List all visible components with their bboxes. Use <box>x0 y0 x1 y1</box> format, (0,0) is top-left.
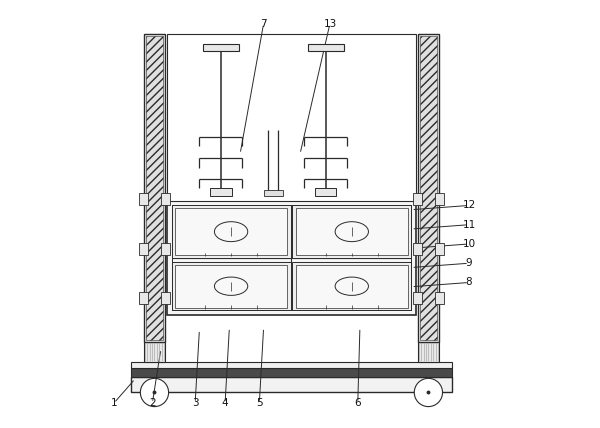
Bar <box>175 208 287 255</box>
Bar <box>315 188 337 196</box>
Bar <box>308 44 344 51</box>
Bar <box>139 292 148 304</box>
Text: 11: 11 <box>463 220 476 230</box>
Bar <box>292 262 411 310</box>
Bar <box>131 377 452 392</box>
Bar <box>139 243 148 255</box>
Bar <box>146 36 163 340</box>
Bar <box>210 188 232 196</box>
Bar <box>418 34 439 342</box>
Bar <box>413 292 422 304</box>
Bar <box>435 292 444 304</box>
Bar <box>131 368 452 377</box>
Circle shape <box>140 378 169 407</box>
Bar <box>144 342 165 362</box>
Bar <box>435 193 444 205</box>
Bar <box>203 44 239 51</box>
Bar <box>172 205 411 310</box>
Bar <box>420 36 437 340</box>
Bar <box>418 342 439 362</box>
Bar <box>413 193 422 205</box>
Circle shape <box>414 378 443 407</box>
Text: 9: 9 <box>466 258 472 268</box>
Bar <box>264 190 283 196</box>
Text: 5: 5 <box>256 398 263 408</box>
Bar <box>292 205 411 258</box>
Bar <box>296 208 408 255</box>
Text: 8: 8 <box>466 277 472 288</box>
Text: 10: 10 <box>463 239 476 249</box>
Text: 2: 2 <box>149 398 155 408</box>
Bar <box>144 34 165 342</box>
Bar <box>413 243 422 255</box>
Bar <box>167 34 416 201</box>
Text: 12: 12 <box>463 200 476 211</box>
Bar <box>435 243 444 255</box>
Text: 1: 1 <box>110 398 117 408</box>
Bar <box>161 292 170 304</box>
Text: 13: 13 <box>323 18 337 29</box>
Bar <box>161 243 170 255</box>
Bar <box>172 262 290 310</box>
Bar <box>131 362 452 368</box>
Bar <box>296 265 408 308</box>
Text: 6: 6 <box>355 398 361 408</box>
Text: 3: 3 <box>192 398 199 408</box>
Text: 4: 4 <box>222 398 229 408</box>
Text: 7: 7 <box>260 18 267 29</box>
Bar <box>139 193 148 205</box>
Bar <box>172 205 290 258</box>
Bar <box>167 201 416 315</box>
Bar <box>175 265 287 308</box>
Bar <box>161 193 170 205</box>
